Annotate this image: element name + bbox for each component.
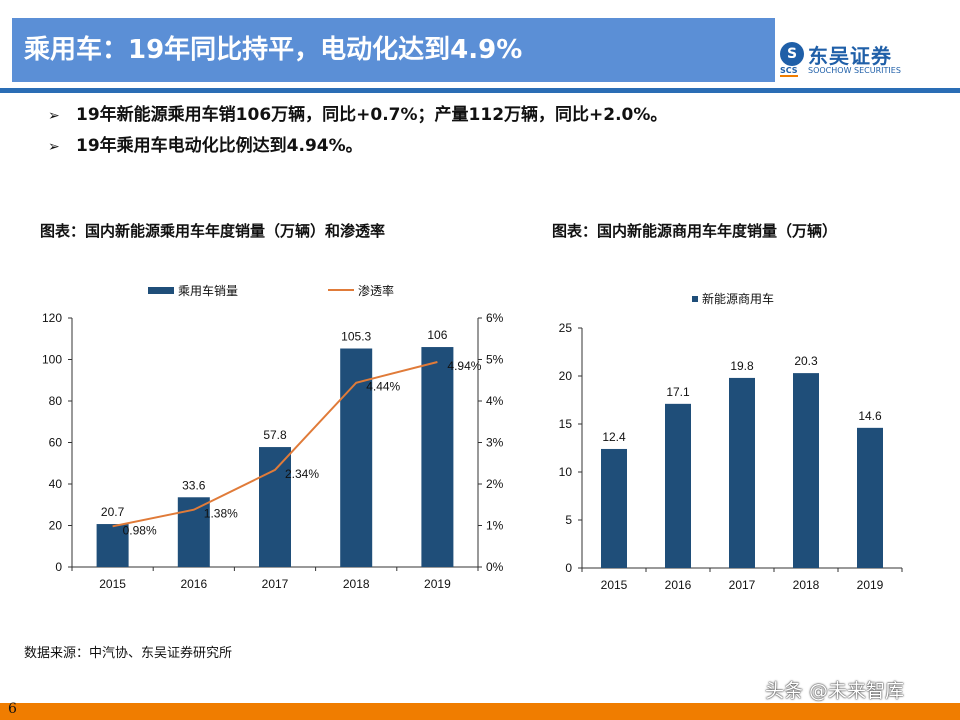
- arrow-bullet-icon: ➢: [48, 108, 60, 124]
- bar-value-label: 20.3: [794, 354, 818, 368]
- y-tick-label: 0: [55, 560, 62, 574]
- y-tick-label: 20: [49, 519, 63, 533]
- divider: [0, 88, 960, 93]
- y2-tick-label: 3%: [486, 436, 504, 450]
- y-tick-label: 0: [565, 561, 572, 575]
- bar-value-label: 57.8: [263, 428, 287, 442]
- penetration-line: [112, 361, 438, 528]
- x-tick-label: 2017: [262, 577, 289, 591]
- bullet-text: 19年乘用车电动化比例达到4.94%。: [76, 136, 363, 156]
- y2-tick-label: 5%: [486, 353, 504, 367]
- y-tick-label: 15: [559, 417, 573, 431]
- arrow-bullet-icon: ➢: [48, 139, 60, 155]
- legend-swatch-bar: [692, 296, 698, 302]
- logo-abbr: SCS: [780, 66, 798, 77]
- legend-label: 乘用车销量: [178, 283, 238, 298]
- bar: [793, 373, 819, 568]
- bar: [259, 447, 291, 567]
- x-tick-label: 2019: [424, 577, 451, 591]
- bar: [729, 377, 755, 568]
- y-tick-label: 40: [49, 477, 63, 491]
- y2-tick-label: 6%: [486, 311, 504, 325]
- y-tick-label: 10: [559, 465, 573, 479]
- y-tick-label: 5: [565, 513, 572, 527]
- logo-icon: S: [780, 42, 804, 66]
- y2-tick-label: 4%: [486, 394, 504, 408]
- y-tick-label: 120: [42, 311, 62, 325]
- bar-value-label: 12.4: [602, 430, 626, 444]
- bullet-text: 19年新能源乘用车销106万辆，同比+0.7%；产量112万辆，同比+2.0%。: [76, 105, 668, 125]
- bullet-item: ➢ 19年新能源乘用车销106万辆，同比+0.7%；产量112万辆，同比+2.0%…: [48, 100, 667, 131]
- bar: [340, 348, 373, 567]
- x-tick-label: 2017: [729, 578, 756, 592]
- line-value-label: 1.38%: [204, 507, 238, 521]
- legend-label: 新能源商用车: [702, 291, 774, 306]
- bar: [665, 403, 691, 568]
- bar-value-label: 105.3: [341, 330, 371, 344]
- y-tick-label: 60: [49, 436, 63, 450]
- y2-tick-label: 1%: [486, 519, 504, 533]
- bullet-list: ➢ 19年新能源乘用车销106万辆，同比+0.7%；产量112万辆，同比+2.0%…: [48, 100, 667, 162]
- bar-value-label: 106: [427, 328, 447, 342]
- x-tick-label: 2018: [793, 578, 820, 592]
- x-tick-label: 2015: [601, 578, 628, 592]
- chart-title-right: 图表：国内新能源商用车年度销量（万辆）: [552, 222, 838, 240]
- y2-tick-label: 2%: [486, 477, 504, 491]
- legend-label: 渗透率: [358, 283, 394, 298]
- line-value-label: 2.34%: [285, 467, 319, 481]
- line-value-label: 0.98%: [123, 523, 157, 537]
- x-tick-label: 2015: [99, 577, 126, 591]
- logo-cn: 东吴证券: [808, 44, 892, 68]
- watermark: 头条 @未来智库: [765, 680, 905, 702]
- bar-value-label: 17.1: [666, 385, 690, 399]
- x-tick-label: 2016: [180, 577, 207, 591]
- data-source: 数据来源：中汽协、东吴证券研究所: [24, 646, 233, 661]
- chart-title-left: 图表：国内新能源乘用车年度销量（万辆）和渗透率: [40, 222, 386, 240]
- company-logo: S SCS 东吴证券 SOOCHOW SECURITIES: [780, 40, 950, 80]
- page-number: 6: [8, 701, 17, 717]
- bullet-item: ➢ 19年乘用车电动化比例达到4.94%。: [48, 131, 667, 162]
- y2-tick-label: 0%: [486, 560, 504, 574]
- bar: [857, 427, 883, 568]
- line-value-label: 4.44%: [366, 380, 400, 394]
- x-tick-label: 2019: [857, 578, 884, 592]
- y-tick-label: 80: [49, 394, 63, 408]
- logo-en: SOOCHOW SECURITIES: [808, 66, 901, 75]
- footer-bar: [0, 703, 960, 720]
- bar-value-label: 19.8: [730, 359, 754, 373]
- bar: [96, 524, 129, 567]
- bar: [421, 347, 454, 567]
- bar: [601, 448, 627, 568]
- y-tick-label: 25: [559, 321, 573, 335]
- slide-title: 乘用车：19年同比持平，电动化达到4.9%: [12, 18, 775, 82]
- x-tick-label: 2018: [343, 577, 370, 591]
- x-tick-label: 2016: [665, 578, 692, 592]
- bar-value-label: 20.7: [101, 505, 125, 519]
- line-value-label: 4.94%: [447, 359, 481, 373]
- legend-swatch-bar: [148, 287, 174, 294]
- bar-value-label: 33.6: [182, 478, 206, 492]
- y-tick-label: 100: [42, 353, 62, 367]
- bar-value-label: 14.6: [858, 409, 882, 423]
- y-tick-label: 20: [559, 369, 573, 383]
